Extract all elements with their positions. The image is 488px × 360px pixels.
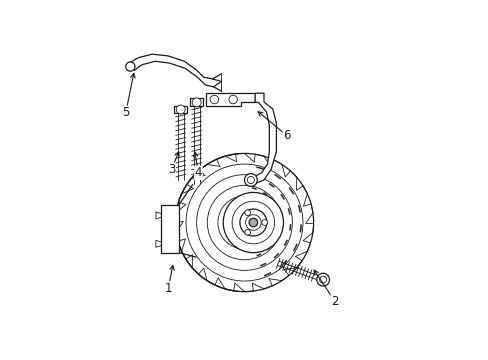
Circle shape <box>245 215 261 230</box>
Text: 6: 6 <box>283 129 290 142</box>
Circle shape <box>232 201 274 244</box>
Polygon shape <box>247 93 276 184</box>
Text: 5: 5 <box>122 106 129 119</box>
Circle shape <box>223 192 283 253</box>
Text: 4: 4 <box>194 166 202 179</box>
Circle shape <box>175 153 313 292</box>
Polygon shape <box>205 93 255 105</box>
Circle shape <box>240 209 266 236</box>
Polygon shape <box>156 212 161 219</box>
Circle shape <box>244 210 250 216</box>
Circle shape <box>319 276 326 283</box>
Polygon shape <box>161 205 179 253</box>
Circle shape <box>192 98 201 107</box>
Circle shape <box>244 230 250 235</box>
Text: 3: 3 <box>168 163 175 176</box>
Circle shape <box>316 273 329 286</box>
Circle shape <box>244 174 257 186</box>
Text: 1: 1 <box>164 282 172 294</box>
Circle shape <box>176 105 185 114</box>
Polygon shape <box>190 99 203 106</box>
Circle shape <box>228 95 237 104</box>
Circle shape <box>125 62 135 71</box>
Polygon shape <box>174 105 187 113</box>
Circle shape <box>262 220 267 225</box>
Circle shape <box>210 95 218 104</box>
Polygon shape <box>156 240 161 247</box>
Text: 2: 2 <box>330 295 338 308</box>
Circle shape <box>248 218 257 227</box>
Circle shape <box>247 176 254 184</box>
